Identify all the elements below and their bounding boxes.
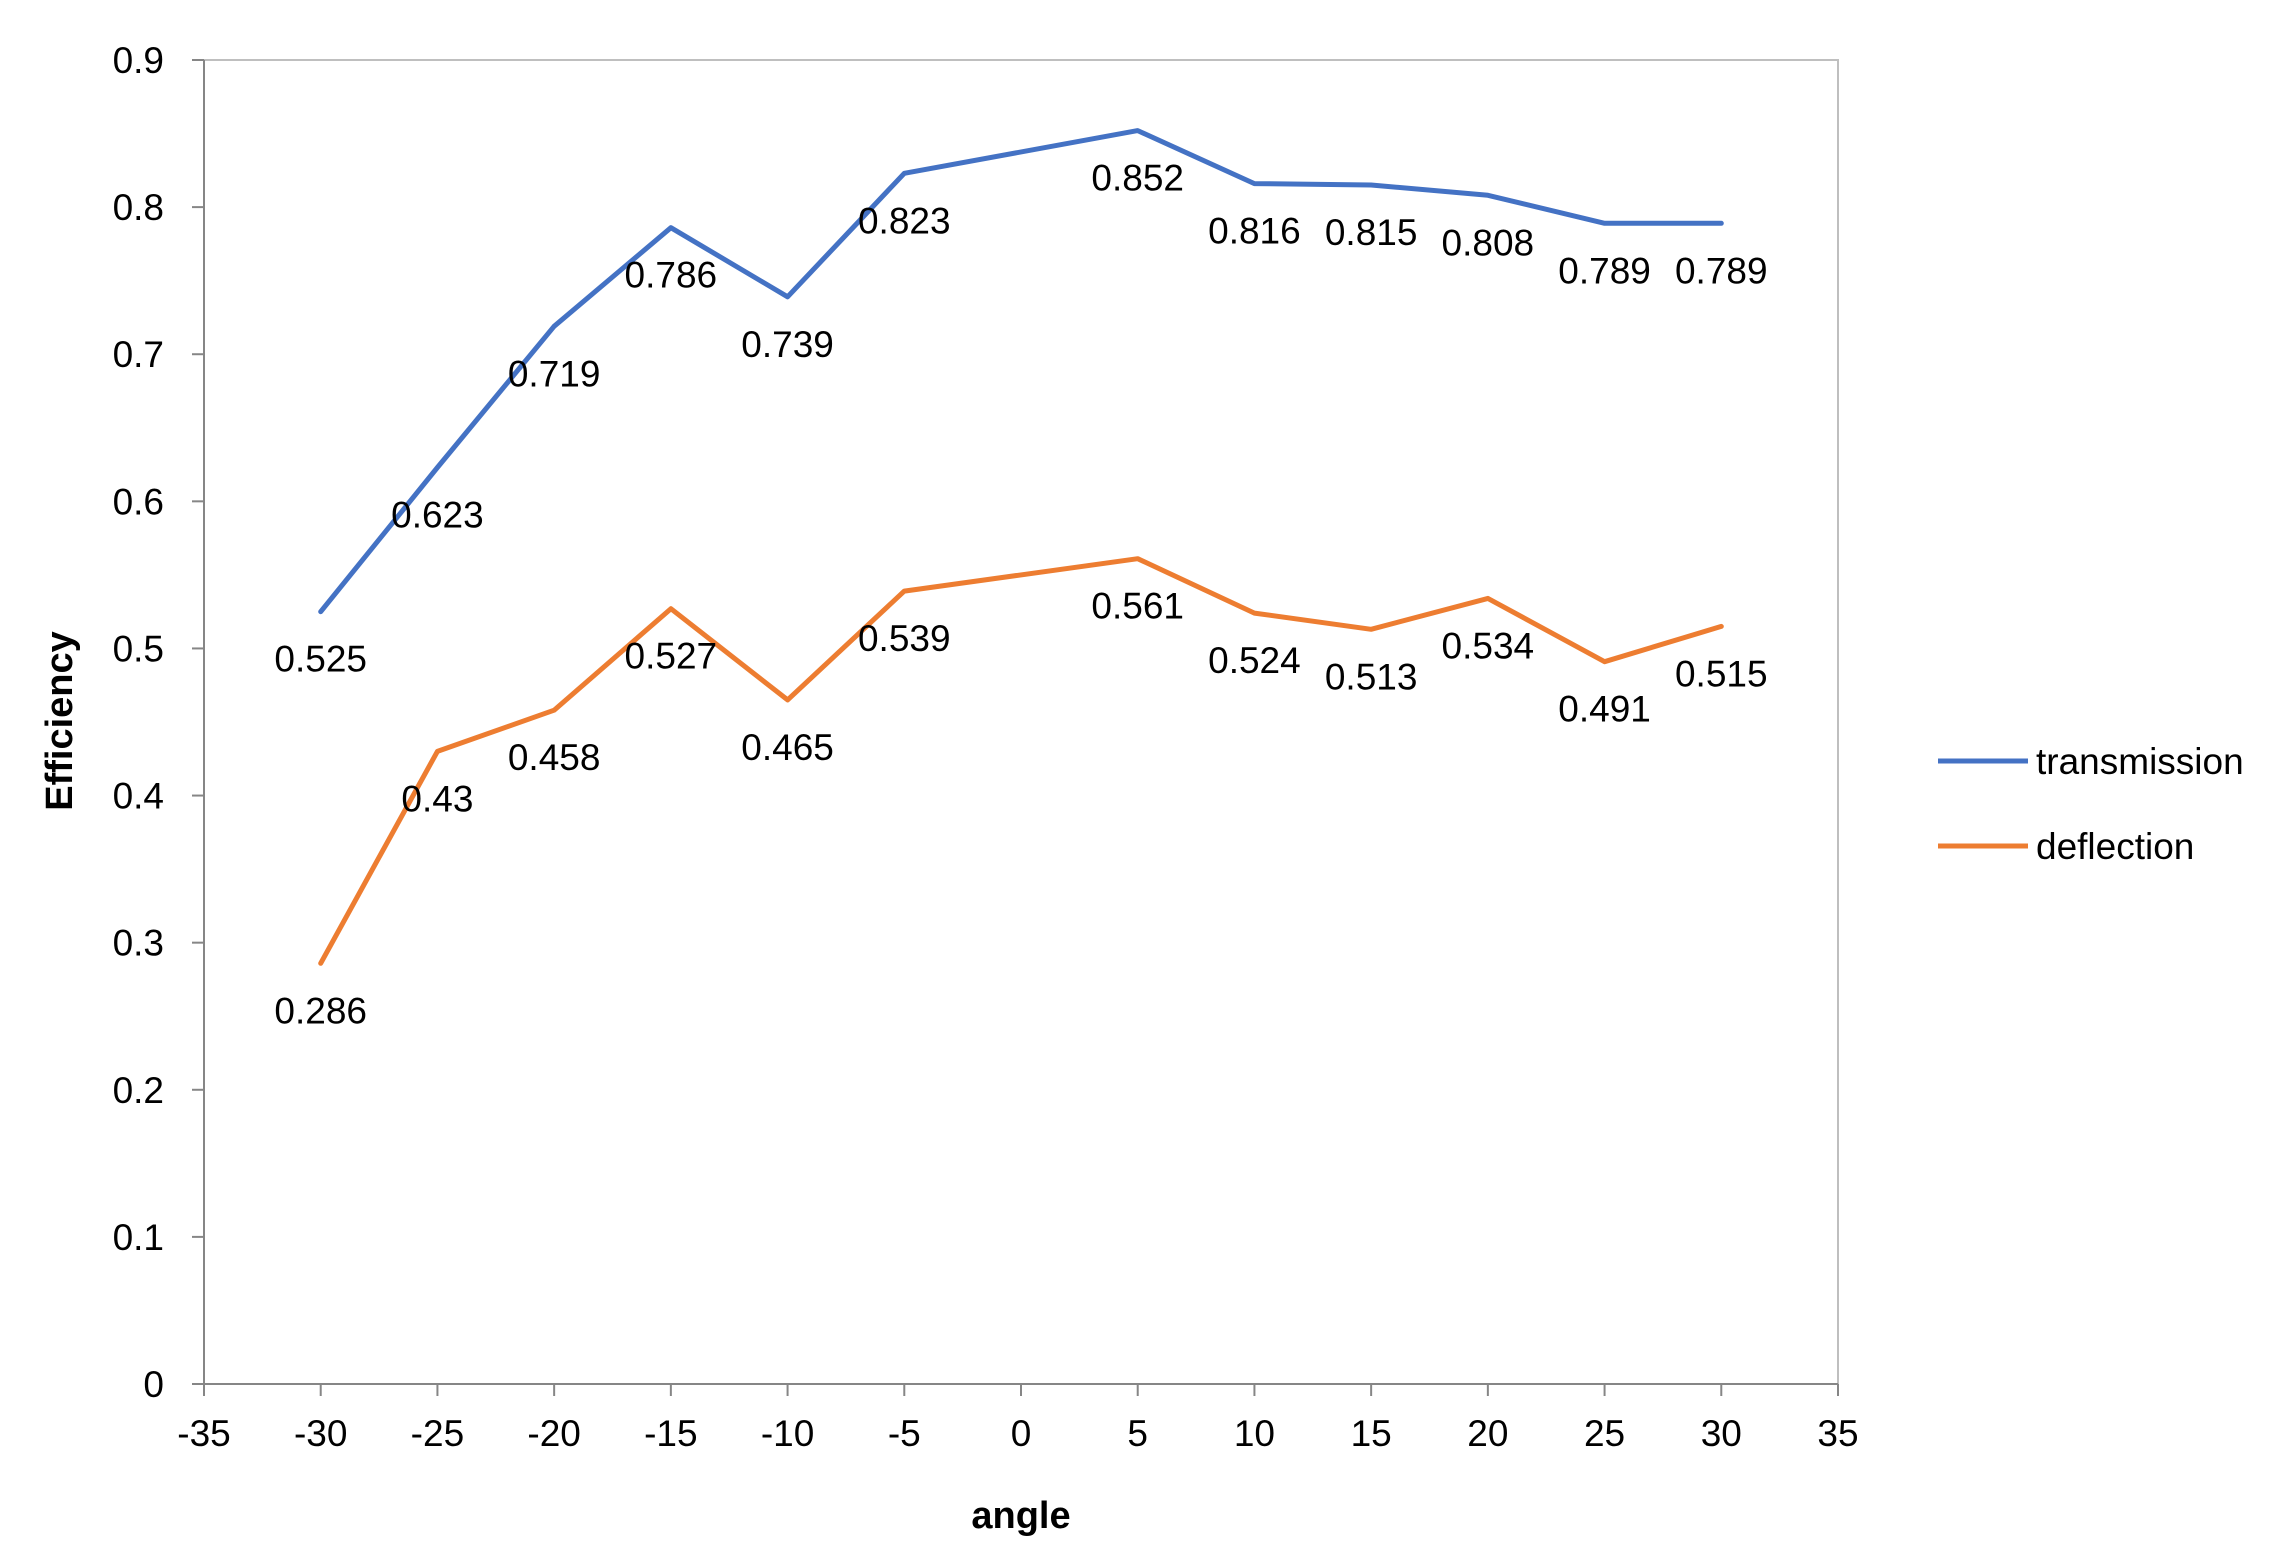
x-tick-label: 0 (1011, 1413, 1032, 1454)
data-label: 0.852 (1091, 158, 1184, 199)
data-label: 0.491 (1558, 689, 1651, 730)
data-label: 0.789 (1558, 250, 1651, 291)
y-tick-label: 0 (143, 1364, 164, 1405)
x-tick-label: 10 (1234, 1413, 1275, 1454)
legend-label-transmission: transmission (2036, 741, 2244, 782)
x-tick-label: 20 (1467, 1413, 1508, 1454)
data-label: 0.465 (741, 727, 834, 768)
data-label: 0.527 (625, 636, 718, 677)
x-tick-label: -35 (177, 1413, 230, 1454)
data-label: 0.719 (508, 353, 601, 394)
data-label: 0.823 (858, 200, 951, 241)
y-axis-title: Efficiency (39, 631, 81, 811)
legend-label-deflection: deflection (2036, 826, 2194, 867)
x-axis-title: angle (971, 1495, 1070, 1537)
data-label: 0.815 (1325, 212, 1418, 253)
x-tick-label: -25 (411, 1413, 464, 1454)
x-tick-label: 35 (1817, 1413, 1858, 1454)
x-tick-label: -30 (294, 1413, 347, 1454)
data-label: 0.43 (401, 778, 473, 819)
y-tick-label: 0.5 (113, 628, 164, 669)
y-tick-label: 0.1 (113, 1217, 164, 1258)
x-tick-label: -5 (888, 1413, 921, 1454)
series-line-transmission (318, 128, 1724, 615)
data-label: 0.739 (741, 324, 834, 365)
data-label: 0.816 (1208, 211, 1301, 252)
data-label: 0.534 (1442, 625, 1535, 666)
axes: 0 0.1 0.2 0.3 0.4 0.5 0.6 0.7 0.8 0.9 -35 -30 -25 -20… (113, 40, 1859, 1454)
series-lines (318, 128, 1724, 966)
data-label: 0.513 (1325, 656, 1418, 697)
data-label: 0.786 (625, 255, 718, 296)
series-line-deflection (318, 556, 1724, 966)
data-label: 0.525 (274, 639, 367, 680)
x-tick-label: 5 (1127, 1413, 1148, 1454)
data-label: 0.515 (1675, 653, 1768, 694)
data-label: 0.286 (274, 990, 367, 1031)
y-tick-label: 0.7 (113, 334, 164, 375)
data-label: 0.561 (1091, 586, 1184, 627)
y-tick-label: 0.3 (113, 923, 164, 964)
x-tick-label: 15 (1351, 1413, 1392, 1454)
legend: transmission deflection (1938, 741, 2244, 867)
x-tick-label: -10 (761, 1413, 814, 1454)
data-label: 0.539 (858, 618, 951, 659)
x-tick-label: -15 (644, 1413, 697, 1454)
y-tick-label: 0.4 (113, 776, 164, 817)
data-label: 0.808 (1442, 222, 1535, 263)
y-tick-label: 0.2 (113, 1070, 164, 1111)
x-tick-label: 25 (1584, 1413, 1625, 1454)
data-label: 0.524 (1208, 640, 1301, 681)
data-labels: 0.525 0.623 0.719 0.786 0.739 0.823 0.852 0.816… (274, 158, 1767, 1032)
x-tick-label: 30 (1701, 1413, 1742, 1454)
data-label: 0.623 (391, 494, 484, 535)
y-tick-label: 0.8 (113, 187, 164, 228)
data-label: 0.789 (1675, 250, 1768, 291)
y-tick-label: 0.6 (113, 481, 164, 522)
x-tick-label: -20 (527, 1413, 580, 1454)
data-label: 0.458 (508, 737, 601, 778)
y-tick-label: 0.9 (113, 40, 164, 81)
